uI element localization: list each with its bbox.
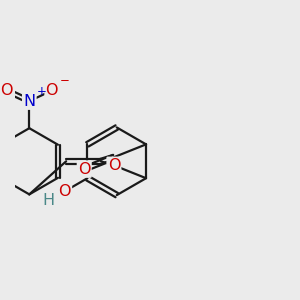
Text: O: O — [58, 184, 71, 199]
Text: O: O — [46, 83, 58, 98]
Text: O: O — [78, 162, 91, 177]
Text: +: + — [37, 85, 47, 98]
Text: N: N — [23, 94, 35, 109]
Text: H: H — [42, 193, 54, 208]
Text: O: O — [108, 158, 120, 173]
Text: −: − — [59, 74, 69, 87]
Text: O: O — [1, 83, 13, 98]
